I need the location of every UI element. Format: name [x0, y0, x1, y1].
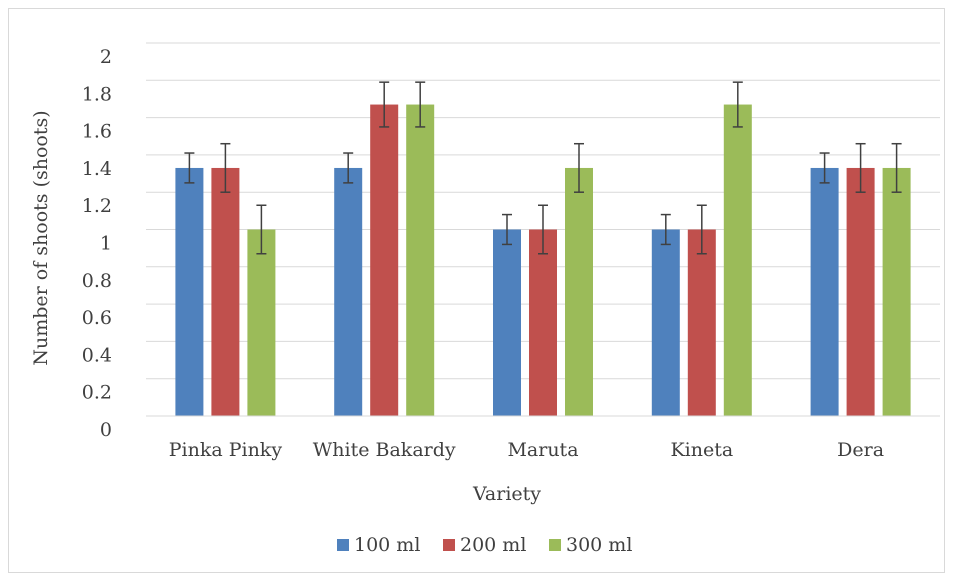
error-bar: [819, 152, 830, 184]
x-tick-label: Kineta: [670, 439, 733, 461]
legend-item: 300 ml: [549, 534, 632, 556]
legend-label: 300 ml: [566, 534, 632, 556]
error-bars: [184, 81, 902, 255]
legend-label: 200 ml: [460, 534, 526, 556]
legend: 100 ml 200 ml 300 ml: [337, 534, 632, 556]
y-tick-label: 0.2: [82, 382, 112, 404]
bar-300-ml-maruta: [565, 167, 593, 416]
bar-200-ml-pinka-pinky: [211, 167, 240, 416]
x-tick-label: Maruta: [507, 439, 578, 461]
legend-label: 100 ml: [354, 534, 420, 556]
bar-200-ml-kineta: [687, 229, 716, 416]
bar-100-ml-white-bakardy: [334, 167, 363, 416]
bar-300-ml-pinka-pinky: [247, 229, 276, 416]
bar-100-ml-kineta: [651, 229, 680, 416]
legend-item: 200 ml: [443, 534, 526, 556]
error-bar: [732, 81, 743, 128]
bar-300-ml-kineta: [723, 104, 752, 417]
legend-swatch: [443, 539, 455, 551]
bar-100-ml-maruta: [493, 229, 521, 416]
bar-100-ml-pinka-pinky: [175, 167, 204, 416]
bar-300-ml-dera: [882, 167, 911, 416]
y-tick-label: 2: [100, 46, 112, 68]
legend-swatch: [549, 539, 561, 551]
y-tick-label: 1.2: [82, 195, 112, 217]
bar-100-ml-dera: [810, 167, 839, 416]
error-bar: [343, 152, 354, 184]
error-bar: [184, 152, 195, 184]
y-tick-label: 1: [100, 233, 112, 255]
y-tick-label: 0.4: [82, 344, 112, 366]
bar-200-ml-maruta: [529, 229, 557, 416]
x-tick-label: Dera: [837, 439, 884, 461]
error-bar: [538, 204, 548, 255]
y-tick-label: 1.6: [82, 121, 112, 143]
legend-swatch: [337, 539, 349, 551]
x-axis-tick-labels: Pinka Pinky White Bakardy Maruta Kineta Dera: [169, 439, 884, 461]
error-bar: [256, 204, 267, 255]
legend-item: 100 ml: [337, 534, 420, 556]
error-bar: [696, 204, 707, 255]
bar-200-ml-dera: [846, 167, 875, 416]
y-tick-label: 0.6: [82, 307, 112, 329]
error-bar: [891, 142, 902, 193]
error-bar: [574, 142, 584, 193]
x-tick-label: White Bakardy: [313, 439, 456, 461]
error-bar: [415, 81, 426, 128]
error-bar: [502, 213, 512, 246]
y-tick-label: 1.4: [82, 158, 112, 180]
bar-300-ml-white-bakardy: [406, 104, 435, 417]
bars: [175, 104, 911, 417]
x-axis-title: Variety: [472, 483, 541, 505]
y-tick-label: 0.8: [82, 270, 112, 292]
bar-200-ml-white-bakardy: [370, 104, 399, 417]
error-bar: [660, 213, 671, 246]
x-tick-label: Pinka Pinky: [169, 439, 283, 461]
y-tick-label: 1.8: [82, 83, 112, 105]
y-axis-title: Number of shoots (shoots): [30, 110, 52, 365]
chart-frame: [8, 8, 945, 573]
y-tick-label: 0: [100, 419, 112, 441]
gridlines: [146, 42, 940, 380]
error-bar: [220, 142, 231, 193]
y-axis-tick-labels: 0 0.2 0.4 0.6 0.8 1 1.2 1.4 1.6 1.8 2: [82, 46, 112, 441]
error-bar: [379, 81, 390, 128]
error-bar: [855, 142, 866, 193]
